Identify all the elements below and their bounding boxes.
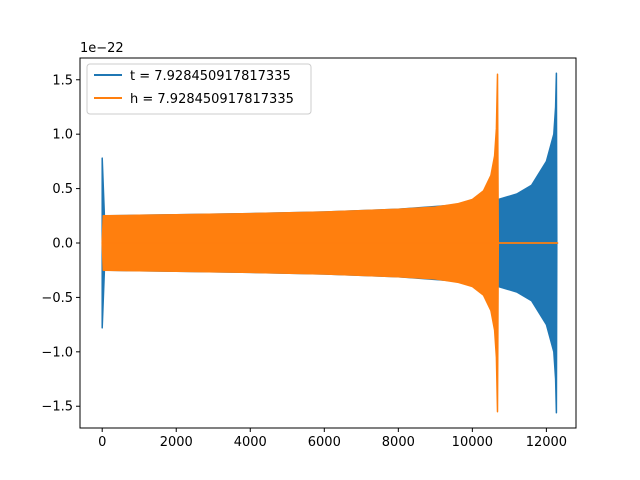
series-layer	[101, 72, 559, 414]
y-tick-label: 0.5	[52, 182, 73, 197]
x-tick-label: 12000	[526, 435, 567, 450]
legend-label-t: t = 7.928450917817335	[130, 69, 291, 84]
y-tick-label: −1.0	[41, 345, 73, 360]
y-offset-label: 1e−22	[80, 41, 124, 56]
x-axis-ticks: 0 2000 4000 6000 8000 10000 12000	[98, 428, 567, 450]
y-tick-label: −0.5	[41, 291, 73, 306]
legend-box	[86, 63, 312, 115]
legend: t = 7.928450917817335 h = 7.928450917817…	[86, 63, 312, 115]
x-tick-label: 6000	[308, 435, 341, 450]
y-tick-label: 0.0	[52, 237, 73, 252]
y-tick-label: 1.0	[52, 128, 73, 143]
legend-label-h: h = 7.928450917817335	[130, 92, 294, 107]
y-axis-ticks: −1.5 −1.0 −0.5 0.0 0.5 1.0 1.5	[41, 73, 80, 415]
x-tick-label: 2000	[160, 435, 193, 450]
x-tick-label: 0	[98, 435, 106, 450]
x-tick-label: 4000	[234, 435, 267, 450]
y-tick-label: 1.5	[52, 73, 73, 88]
y-tick-label: −1.5	[41, 400, 73, 415]
x-tick-label: 10000	[452, 435, 493, 450]
x-tick-label: 8000	[382, 435, 415, 450]
